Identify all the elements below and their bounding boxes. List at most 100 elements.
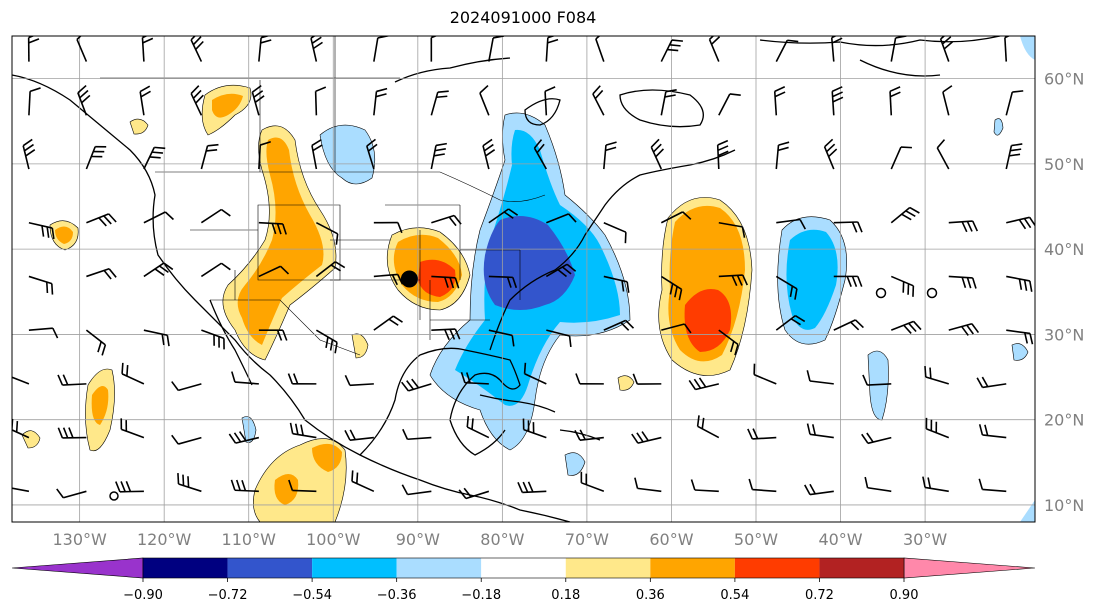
wind-barb bbox=[660, 275, 683, 301]
negative-anomaly-region bbox=[1020, 500, 1035, 522]
wind-barb bbox=[315, 222, 339, 245]
longitude-tick-label: 70°W bbox=[565, 530, 609, 549]
colorbar-tick-label: −0.90 bbox=[123, 588, 163, 603]
wind-barb bbox=[1005, 143, 1023, 170]
wind-barb bbox=[430, 90, 449, 116]
wind-barb bbox=[806, 423, 834, 439]
wind-barb bbox=[76, 36, 88, 62]
colorbar-tick-label: 0.36 bbox=[636, 588, 665, 603]
wind-barb bbox=[890, 320, 922, 334]
wind-barb bbox=[287, 373, 317, 385]
wind-barb bbox=[143, 146, 166, 170]
wind-barb bbox=[430, 36, 438, 62]
wind-barb bbox=[1005, 90, 1024, 116]
wind-barb bbox=[1004, 36, 1011, 62]
wind-barb bbox=[775, 275, 798, 300]
wind-barb bbox=[171, 434, 202, 445]
wind-barb bbox=[718, 274, 748, 287]
wind-barb bbox=[942, 85, 953, 116]
positive-anomaly-region bbox=[312, 443, 342, 472]
wind-barb bbox=[230, 479, 259, 493]
wind-barb bbox=[315, 261, 346, 278]
wind-barb bbox=[544, 86, 556, 116]
wind-barb bbox=[373, 221, 403, 234]
wind-barb bbox=[708, 36, 721, 62]
map-frame bbox=[11, 35, 1036, 523]
wind-barb bbox=[85, 145, 107, 170]
wind-barb bbox=[574, 429, 604, 441]
wind-barb bbox=[86, 268, 117, 280]
wind-barb bbox=[939, 36, 954, 62]
wind-barb bbox=[366, 138, 378, 170]
colorbar-segment bbox=[565, 558, 651, 578]
wind-barb bbox=[603, 141, 617, 170]
latitude-labels: 60°N 50°N 40°N 30°N 20°N 10°N bbox=[1044, 70, 1084, 515]
colorbar-segment bbox=[650, 558, 735, 578]
wind-barb bbox=[85, 329, 107, 356]
wind-barb bbox=[314, 86, 327, 116]
latitude-tick-label: 40°N bbox=[1044, 240, 1084, 259]
wind-barb bbox=[488, 208, 519, 224]
wind-barb bbox=[228, 431, 260, 444]
colorbar-segment bbox=[481, 558, 566, 578]
wind-barb bbox=[351, 470, 375, 493]
wind-barb bbox=[924, 365, 949, 385]
wind-barb bbox=[373, 87, 388, 116]
negative-anomaly-region bbox=[786, 229, 838, 330]
wind-barb bbox=[460, 371, 489, 385]
wind-barb bbox=[823, 138, 838, 170]
negative-anomaly-region bbox=[1020, 36, 1035, 60]
island-circle bbox=[926, 287, 938, 299]
wind-barb bbox=[603, 275, 630, 293]
wind-barb bbox=[201, 329, 225, 350]
wind-barb bbox=[488, 275, 518, 289]
positive-anomaly-region bbox=[274, 474, 299, 505]
wind-barb bbox=[833, 319, 864, 331]
colorbar-tick-label: −0.36 bbox=[377, 588, 417, 603]
wind-barb bbox=[315, 329, 338, 354]
map-panel bbox=[11, 35, 1036, 523]
wind-barb bbox=[120, 418, 145, 439]
wind-barb bbox=[27, 36, 40, 62]
wind-barb bbox=[143, 262, 174, 278]
wind-barb bbox=[776, 218, 807, 230]
wind-barb bbox=[466, 416, 490, 439]
longitude-tick-label: 100°W bbox=[306, 530, 361, 549]
wind-barb bbox=[115, 481, 144, 493]
wind-barb bbox=[632, 373, 662, 385]
colorbar-tick-labels: −0.90 −0.72 −0.54 −0.36 −0.18 0.18 0.36 0.54 0.7… bbox=[123, 578, 918, 603]
wind-barb bbox=[773, 86, 786, 116]
wind-barb bbox=[57, 427, 87, 439]
wind-barb bbox=[171, 381, 202, 392]
longitude-tick-label: 80°W bbox=[480, 530, 524, 549]
wind-barb bbox=[22, 138, 36, 170]
wind-barb bbox=[1006, 216, 1035, 230]
wind-barb bbox=[718, 221, 746, 238]
negative-anomaly-region bbox=[483, 216, 575, 310]
wind-barb bbox=[28, 87, 41, 116]
island-circle bbox=[109, 491, 119, 501]
positive-anomaly-region bbox=[684, 289, 732, 352]
wind-barb bbox=[831, 86, 844, 116]
wind-barb bbox=[747, 428, 777, 440]
wind-barb bbox=[522, 418, 547, 439]
colorbar bbox=[11, 557, 1036, 579]
longitude-tick-label: 110°W bbox=[222, 530, 277, 549]
wind-barb bbox=[890, 206, 920, 224]
colorbar-tick-label: −0.18 bbox=[461, 588, 501, 603]
negative-anomaly-region bbox=[1011, 343, 1029, 361]
wind-barb bbox=[482, 138, 496, 170]
wind-barb bbox=[288, 479, 317, 493]
coastlines bbox=[12, 36, 1001, 522]
wind-barb bbox=[890, 275, 915, 297]
map-title: 2024091000 F084 bbox=[449, 8, 597, 27]
wind-barb bbox=[948, 220, 979, 233]
wind-barb bbox=[833, 221, 863, 233]
wind-barb bbox=[401, 484, 432, 496]
wind-barbs bbox=[12, 36, 1035, 500]
wind-barb bbox=[177, 472, 202, 493]
wind-barb bbox=[402, 428, 432, 441]
wind-barb bbox=[862, 374, 892, 386]
wind-barb bbox=[533, 139, 548, 170]
